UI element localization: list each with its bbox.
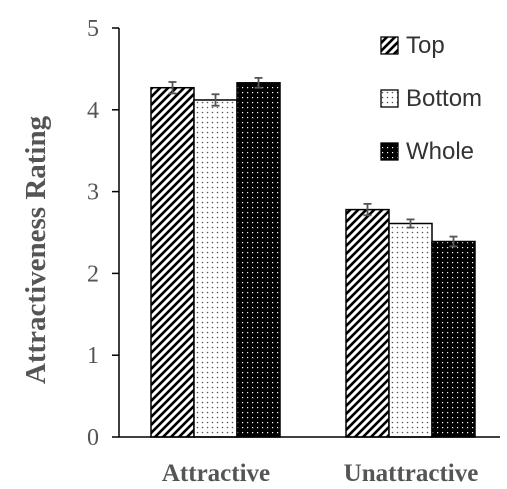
legend: Top Bottom Whole: [380, 32, 482, 165]
legend-swatch-top: [380, 36, 399, 55]
legend-label-bottom: Bottom: [406, 85, 482, 112]
x-category-label: Unattractive: [344, 460, 479, 487]
error-bar: [449, 235, 458, 248]
error-bar: [254, 76, 263, 89]
error-bars: [168, 76, 458, 248]
legend-swatch-bottom: [380, 89, 399, 108]
bar-top-attractive: [150, 86, 195, 438]
bar-whole-attractive: [236, 82, 281, 438]
bar-bottom-unattractive: [388, 222, 433, 438]
legend-label-whole: Whole: [406, 138, 474, 165]
error-bar: [211, 93, 220, 107]
y-axis-ticks: 0 1 2 3 4 5: [87, 16, 119, 451]
error-bar: [406, 218, 415, 229]
bar-bottom-attractive: [193, 99, 238, 438]
bar-series: [150, 82, 476, 438]
error-bar: [363, 202, 372, 217]
y-tick-label: 3: [87, 180, 99, 206]
y-tick-label: 1: [87, 343, 99, 369]
y-axis-title: Attractiveness Rating: [20, 115, 52, 384]
y-tick-label: 0: [87, 425, 99, 451]
legend-swatch-whole: [380, 142, 399, 161]
x-axis-labels: Attractive Unattractive: [162, 460, 478, 487]
y-tick-label: 5: [87, 16, 99, 42]
y-tick-label: 2: [87, 261, 99, 287]
y-tick-label: 4: [87, 98, 99, 124]
x-category-label: Attractive: [162, 460, 270, 487]
legend-label-top: Top: [406, 32, 445, 59]
bar-top-unattractive: [345, 208, 390, 438]
bar-whole-unattractive: [431, 240, 476, 438]
error-bar: [168, 81, 177, 95]
